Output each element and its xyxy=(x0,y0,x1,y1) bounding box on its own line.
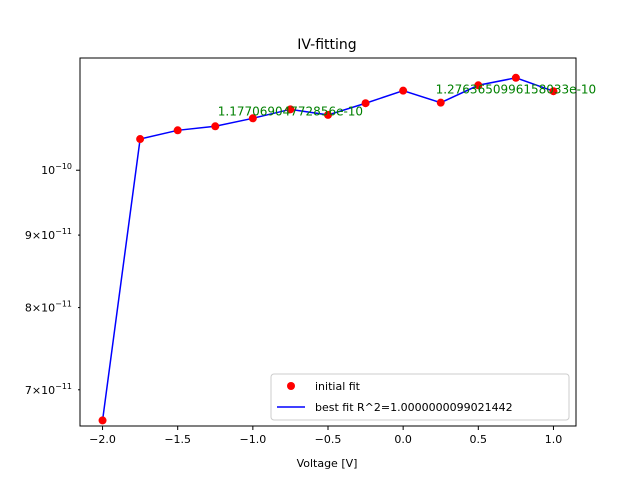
initial-fit-point xyxy=(324,110,332,119)
y-tick-base: 7×10 xyxy=(25,384,55,397)
x-tick-label: −2.0 xyxy=(89,433,116,446)
x-axis: −2.0 −1.5 −1.0 −0.5 0.0 0.5 1.0 xyxy=(89,426,562,446)
legend: initial fit best fit R^2=1.00000000990214… xyxy=(270,373,570,421)
initial-fit-point xyxy=(98,416,107,425)
initial-fit-point xyxy=(211,122,220,131)
initial-fit-point xyxy=(549,87,558,96)
y-tick-label: 7×10−11 xyxy=(25,382,72,397)
legend-marker-initial-fit xyxy=(287,382,295,390)
y-tick-label: 10−10 xyxy=(41,162,72,177)
y-tick-exponent: −10 xyxy=(55,162,72,171)
y-tick-base: 8×10 xyxy=(25,302,55,315)
x-tick-label: −1.0 xyxy=(239,433,266,446)
initial-fit-point xyxy=(399,86,408,95)
chart-title: IV-fitting xyxy=(297,37,356,53)
x-tick-label: 0.0 xyxy=(394,433,412,446)
y-tick-exponent: −11 xyxy=(55,227,72,236)
value-annotation: 1.2763650996158033e-10 xyxy=(436,83,597,97)
y-tick-exponent: −11 xyxy=(55,382,72,391)
x-tick-label: 0.5 xyxy=(470,433,488,446)
initial-fit-point xyxy=(136,135,145,144)
initial-fit-point xyxy=(173,126,182,135)
y-tick-base: 10 xyxy=(41,164,55,177)
initial-fit-point xyxy=(511,73,520,82)
initial-fit-point xyxy=(248,114,257,123)
legend-box xyxy=(270,373,570,421)
plot-area xyxy=(98,73,558,425)
legend-label-initial-fit: initial fit xyxy=(315,380,361,393)
y-tick-base: 9×10 xyxy=(25,229,55,242)
x-axis-label: Voltage [V] xyxy=(297,457,358,470)
legend-label-best-fit: best fit R^2=1.0000000099021442 xyxy=(315,401,513,414)
x-tick-label: 1.0 xyxy=(545,433,563,446)
initial-fit-point xyxy=(474,81,483,90)
value-annotation: 1.17706904772856e-10 xyxy=(218,105,363,119)
y-tick-exponent: −11 xyxy=(55,300,72,309)
x-tick-label: −0.5 xyxy=(315,433,342,446)
initial-fit-point xyxy=(436,98,445,107)
annotations: 1.17706904772856e-10 1.2763650996158033e-… xyxy=(218,83,596,119)
best-fit-line xyxy=(101,77,554,421)
initial-fit-point xyxy=(286,105,295,114)
x-tick-label: −1.5 xyxy=(164,433,191,446)
y-tick-label: 8×10−11 xyxy=(25,300,72,315)
initial-fit-point xyxy=(361,99,370,108)
y-tick-label: 9×10−11 xyxy=(25,227,72,242)
